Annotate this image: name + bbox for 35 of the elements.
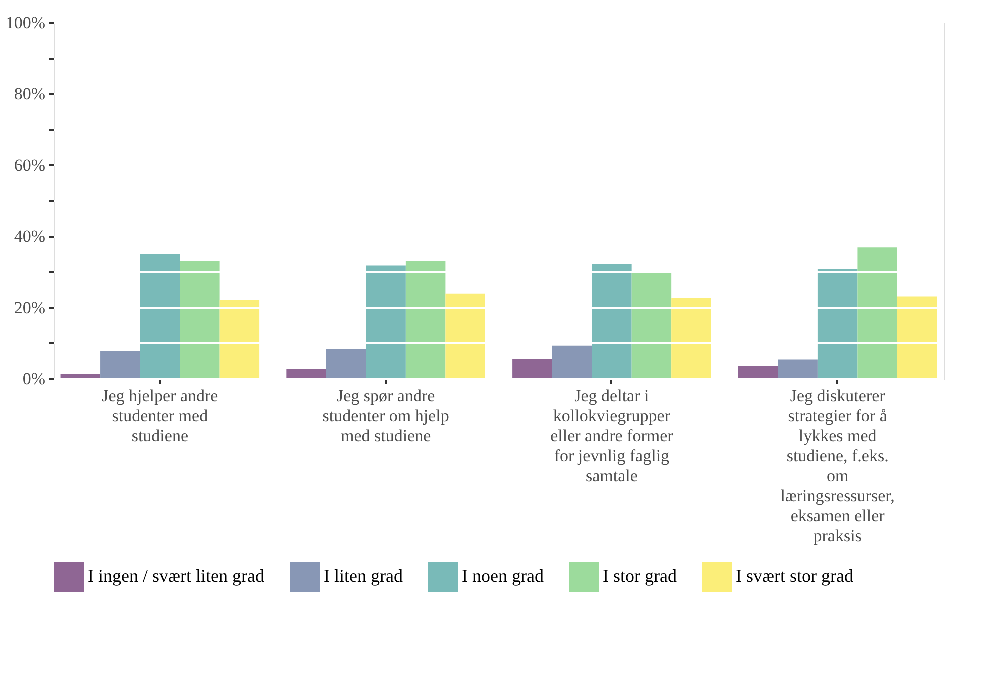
legend-label: I ingen / svært liten grad — [88, 566, 264, 586]
x-tick-label: Jeg spør andre studenter om hjelp med studiene — [322, 386, 450, 446]
bar — [220, 300, 260, 379]
x-tick-label: Jeg deltar i kollokviegrupper eller andre former for jevnlig faglig samtale — [550, 386, 674, 486]
legend-label: I liten grad — [324, 566, 403, 586]
legend-label: I noen grad — [462, 566, 544, 586]
bar — [592, 264, 632, 379]
y-tick-label: 20% — [14, 298, 46, 318]
bar — [897, 296, 938, 379]
bar — [406, 262, 446, 379]
bar — [140, 254, 180, 379]
bar — [446, 294, 486, 379]
bar — [286, 369, 326, 379]
legend-label: I stor grad — [603, 566, 677, 586]
bar — [672, 298, 712, 379]
x-tick-label: Jeg diskuterer strategier for å lykkes med studiene, f.eks. om læringsressurser, eksamen eller praksis — [780, 386, 895, 546]
bar — [326, 349, 366, 379]
bar — [512, 359, 552, 379]
y-tick-label: 40% — [14, 227, 46, 246]
x-tick-label: Jeg hjelper andre studenter med studiene — [102, 386, 218, 446]
bar — [858, 248, 898, 379]
y-tick-label: 80% — [14, 84, 46, 104]
bar — [180, 262, 220, 379]
legend-label: I svært stor grad — [736, 566, 854, 586]
y-tick-label: 60% — [14, 156, 46, 175]
bar — [60, 374, 101, 379]
bar — [778, 360, 818, 379]
bar — [366, 266, 406, 379]
bar — [738, 366, 778, 379]
y-tick-label: 0% — [22, 370, 46, 388]
bar — [552, 346, 592, 379]
bar — [100, 351, 140, 379]
bar — [818, 268, 858, 379]
y-tick-label: 100% — [6, 14, 46, 32]
bar — [632, 273, 672, 379]
